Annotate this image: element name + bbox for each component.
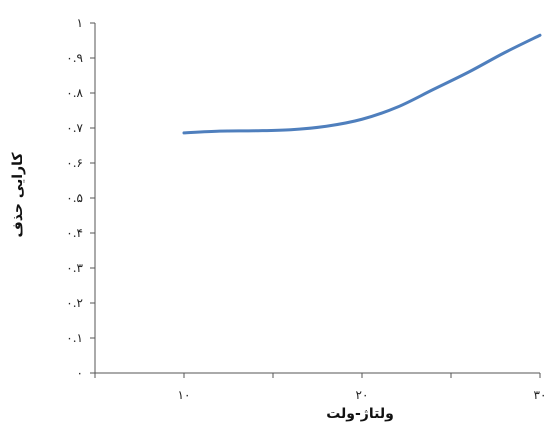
y-tick-label: ۰ (77, 366, 83, 380)
y-tick-label: ۰.۵ (66, 191, 83, 205)
y-tick-label: ۰.۶ (66, 156, 83, 170)
y-tick-label: ۰.۱ (66, 331, 83, 345)
y-axis: ۰ ۰.۱ ۰.۲ ۰.۳ ۰.۴ ۰.۵ ۰.۶ ۰.۷ ۰.۸ ۰.۹ ۱ (66, 16, 96, 380)
y-tick-label: ۰.۲ (66, 296, 83, 310)
x-axis-title: ولتاژ-ولت (326, 406, 394, 422)
y-tick-label: ۰.۷ (66, 121, 83, 135)
y-tick-label: ۰.۳ (66, 261, 83, 275)
y-tick-label: ۰.۹ (66, 51, 83, 65)
x-axis: ۱۰ ۲۰ ۳۰ (94, 372, 545, 402)
y-axis-title: کارایی حذف (10, 152, 26, 238)
y-tick-label: ۰.۸ (66, 86, 83, 100)
x-tick-label: ۲۰ (356, 388, 369, 402)
x-tick-label: ۱۰ (178, 388, 191, 402)
x-tick-label: ۳۰ (534, 388, 545, 402)
y-tick-label: ۰.۴ (66, 226, 83, 240)
y-tick-label: ۱ (77, 16, 83, 30)
series-layer (182, 33, 542, 135)
series-line (182, 33, 542, 135)
